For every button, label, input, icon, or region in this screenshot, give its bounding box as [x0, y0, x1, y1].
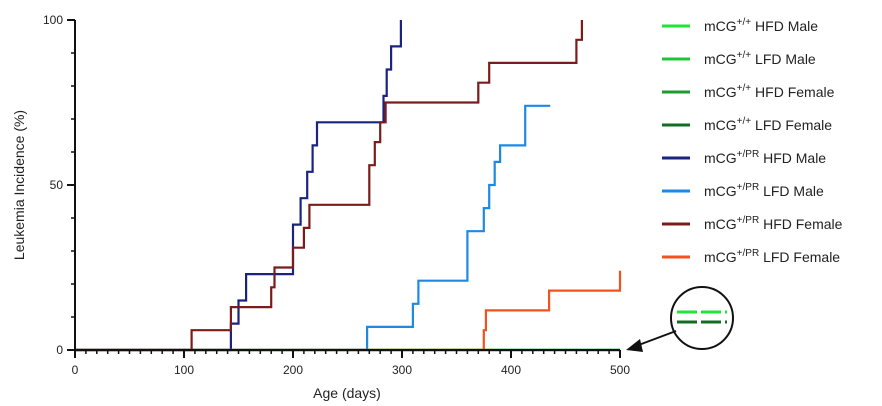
zoom-arrow-head: [626, 339, 643, 352]
legend-entry: mCG+/+ HFD Male: [704, 17, 818, 34]
y-tick-label: 50: [50, 178, 64, 192]
legend-entry: mCG+/PR HFD Male: [704, 149, 826, 166]
series-line-5: [75, 20, 402, 352]
legend-entry: mCG+/+ LFD Female: [704, 116, 832, 133]
x-tick-label: 300: [392, 363, 412, 377]
series-line-6: [75, 104, 551, 352]
legend-entry: mCG+/PR LFD Female: [704, 248, 840, 265]
series-line-8: [75, 270, 622, 352]
x-axis-title: Age (days): [313, 385, 381, 401]
x-tick-label: 400: [501, 363, 521, 377]
x-tick-label: 0: [72, 363, 79, 377]
axes: 0 100 200 300 400 500 0 50 100: [43, 13, 630, 377]
legend-entry: mCG+/+ HFD Female: [704, 83, 835, 100]
y-tick-label: 0: [56, 343, 63, 357]
legend-entry: mCG+/PR LFD Male: [704, 182, 824, 199]
legend-entry: mCG+/PR HFD Female: [704, 215, 843, 232]
legend: mCG+/+ HFD Male mCG+/+ LFD Male mCG+/+ HFD…: [662, 17, 843, 265]
y-tick-label: 100: [43, 13, 63, 27]
x-tick-label: 500: [610, 363, 630, 377]
legend-entry: mCG+/+ LFD Male: [704, 50, 816, 67]
x-tick-label: 100: [174, 363, 194, 377]
zoom-inset: [626, 286, 734, 352]
zoom-circle: [670, 286, 734, 350]
series-line-7: [75, 20, 583, 352]
plot-area: [75, 20, 622, 352]
y-axis-title: Leukemia Incidence (%): [11, 110, 27, 260]
x-tick-label: 200: [283, 363, 303, 377]
zoom-arrow-line: [635, 330, 677, 347]
